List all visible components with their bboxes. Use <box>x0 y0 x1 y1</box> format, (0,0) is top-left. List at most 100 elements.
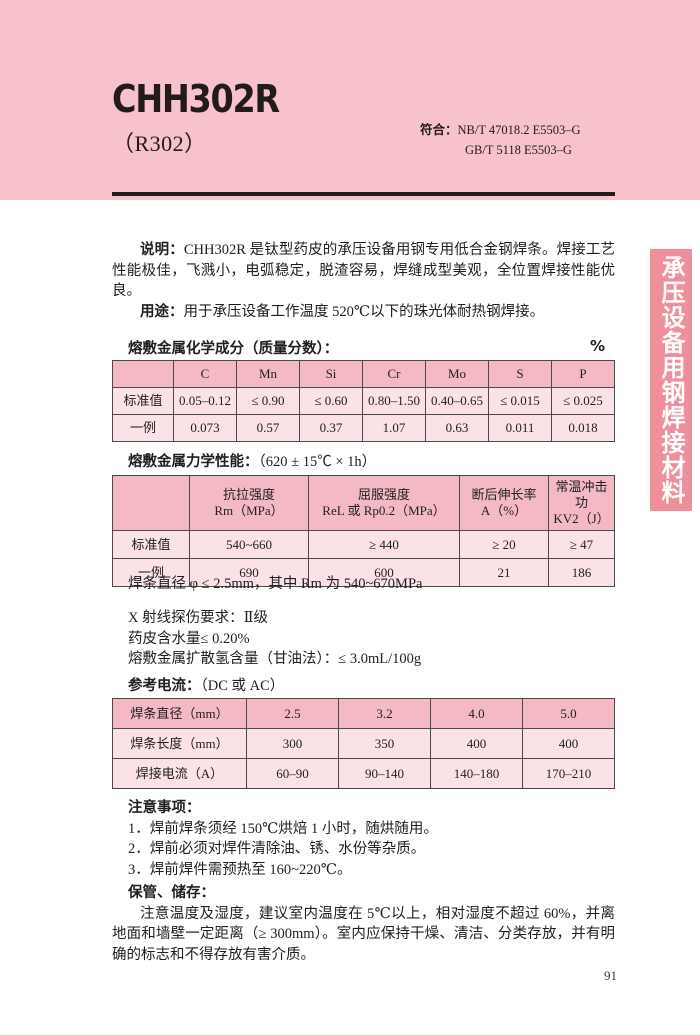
note-item-1: 1．焊前焊条须经 150℃烘焙 1 小时，随烘随用。 <box>128 820 438 837</box>
mech-section-title: 熔敷金属力学性能：（620 ± 15℃ × 1h） <box>128 450 376 471</box>
chemical-composition-table: C Mn Si Cr Mo S P 标准值 0.05–0.12 ≤ 0.90 ≤… <box>112 360 615 442</box>
chem-section-title: 熔敷金属化学成分（质量分数）： <box>128 341 339 357</box>
use-text: 用于承压设备工作温度 520℃以下的珠光体耐热钢焊接。 <box>183 303 545 320</box>
chem-ex-p: 0.018 <box>551 414 615 442</box>
table-row: 焊条直径（mm） 2.5 3.2 4.0 5.0 <box>112 698 615 729</box>
chem-ex-cr: 1.07 <box>362 414 426 442</box>
side-tab-label: 承压设备用钢焊接材料 <box>657 255 685 505</box>
note-item-3: 3．焊前焊件需预热至 160~220℃。 <box>128 861 352 878</box>
mech-header-elongation-l2: A（%） <box>480 503 528 518</box>
table-row: 一例 0.073 0.57 0.37 1.07 0.63 0.011 0.018 <box>112 414 615 442</box>
chem-header-s: S <box>488 360 552 388</box>
table-header-row: 抗拉强度 Rm（MPa） 屈服强度 ReL 或 Rp0.2（MPa） 断后伸长率… <box>112 475 615 531</box>
chem-ex-c: 0.073 <box>173 414 237 442</box>
mech-header-impact-l1: 常温冲击功 <box>555 479 608 510</box>
header-divider <box>112 192 615 196</box>
mech-std-tensile: 540~660 <box>189 530 309 559</box>
chem-row-label-example: 一例 <box>112 414 174 442</box>
current-length-1: 300 <box>246 728 339 759</box>
current-label-diameter: 焊条直径（mm） <box>112 698 247 729</box>
current-diameter-3: 4.0 <box>430 698 523 729</box>
mech-header-corner <box>112 475 190 531</box>
table-row: 焊条长度（mm） 300 350 400 400 <box>112 728 615 759</box>
chem-header-c: C <box>173 360 237 388</box>
chem-ex-mn: 0.57 <box>236 414 300 442</box>
storage-block: 保管、储存： 注意温度及湿度，建议室内温度在 5℃以上，相对湿度不超过 60%，… <box>112 883 615 965</box>
note-item-2: 2．焊前必须对焊件清除油、锈、水份等杂质。 <box>128 841 426 857</box>
mech-std-yield: ≥ 440 <box>308 530 460 559</box>
mech-ex-impact: 186 <box>548 558 615 587</box>
mech-header-elongation: 断后伸长率 A（%） <box>459 475 549 531</box>
mech-ex-tensile: 690 <box>189 558 309 587</box>
description-label: 说明： <box>140 242 184 258</box>
reference-current-table: 焊条直径（mm） 2.5 3.2 4.0 5.0 焊条长度（mm） 300 35… <box>112 698 615 789</box>
mech-header-yield-l2: ReL 或 Rp0.2（MPa） <box>322 503 446 518</box>
table-row: 一例 690 600 21 186 <box>112 558 615 587</box>
mech-header-tensile-l2: Rm（MPa） <box>214 503 284 518</box>
standards-label: 符合： <box>420 122 458 137</box>
standard-line-1: NB/T 47018.2 E5503–G <box>457 123 581 137</box>
table-row: 标准值 0.05–0.12 ≤ 0.90 ≤ 0.60 0.80–1.50 0.… <box>112 387 615 415</box>
mech-row-label-example: 一例 <box>112 558 190 587</box>
description-text: CHH302R 是钛型药皮的承压设备用钢专用低合金钢焊条。焊接工艺性能极佳，飞溅… <box>112 242 615 299</box>
use-label: 用途： <box>140 303 184 320</box>
chem-row-label-standard: 标准值 <box>112 387 174 415</box>
chem-header-si: Si <box>299 360 363 388</box>
chem-header-corner <box>112 360 174 388</box>
current-title-condition: （DC 或 AC） <box>200 678 285 694</box>
mech-ex-yield: 600 <box>308 558 460 587</box>
chem-header-mo: Mo <box>425 360 489 388</box>
mech-footnote: 焊条直径 φ ≤ 2.5mm，其中 Rm 为 540~670MPa <box>128 576 423 592</box>
mech-title-condition: （620 ± 15℃ × 1h） <box>258 454 377 470</box>
chem-std-c: 0.05–0.12 <box>173 387 237 415</box>
current-length-4: 400 <box>522 728 615 759</box>
product-alias: （R302） <box>112 131 207 156</box>
chem-ex-s: 0.011 <box>488 414 552 442</box>
storage-text: 注意温度及湿度，建议室内温度在 5℃以上，相对湿度不超过 60%，并离地面和墙壁… <box>112 905 615 963</box>
current-label-amperage: 焊接电流（A） <box>112 758 247 789</box>
chem-std-p: ≤ 0.025 <box>551 387 615 415</box>
mech-std-impact: ≥ 47 <box>548 530 615 559</box>
xray-requirement: X 射线探伤要求：Ⅱ级 <box>128 610 268 626</box>
chem-ex-si: 0.37 <box>299 414 363 442</box>
use-paragraph: 用途：用于承压设备工作温度 520℃以下的珠光体耐热钢焊接。 <box>112 302 615 323</box>
chem-unit-label: % <box>590 337 606 355</box>
chem-header-p: P <box>551 360 615 388</box>
current-title-text: 参考电流： <box>128 678 201 694</box>
intro-block: 说明：CHH302R 是钛型药皮的承压设备用钢专用低合金钢焊条。焊接工艺性能极佳… <box>112 240 615 322</box>
mech-header-elongation-l1: 断后伸长率 <box>471 487 537 502</box>
current-amp-3: 140–180 <box>430 758 523 789</box>
current-amp-4: 170–210 <box>522 758 615 789</box>
header-band: CHH302R （R302） 符合：NB/T 47018.2 E5503–G G… <box>0 0 700 200</box>
chem-std-mo: 0.40–0.65 <box>425 387 489 415</box>
diffusible-hydrogen: 熔敷金属扩散氢含量（甘油法）：≤ 3.0mL/100g <box>128 651 422 667</box>
mech-row-label-standard: 标准值 <box>112 530 190 559</box>
current-amp-2: 90–140 <box>338 758 431 789</box>
chem-std-s: ≤ 0.015 <box>488 387 552 415</box>
moisture-content: 药皮含水量≤ 0.20% <box>128 630 250 647</box>
description-paragraph: 说明：CHH302R 是钛型药皮的承压设备用钢专用低合金钢焊条。焊接工艺性能极佳… <box>112 240 615 302</box>
chem-std-si: ≤ 0.60 <box>299 387 363 415</box>
chem-header-cr: Cr <box>362 360 426 388</box>
standard-line-2: GB/T 5118 E5503–G <box>465 143 572 157</box>
section-side-tab: 承压设备用钢焊接材料 <box>650 249 692 511</box>
chem-ex-mo: 0.63 <box>425 414 489 442</box>
standards-block: 符合：NB/T 47018.2 E5503–G GB/T 5118 E5503–… <box>420 120 581 160</box>
storage-title: 保管、储存： <box>128 885 215 901</box>
current-label-length: 焊条长度（mm） <box>112 728 247 759</box>
current-length-2: 350 <box>338 728 431 759</box>
current-amp-1: 60–90 <box>246 758 339 789</box>
table-row: 标准值 540~660 ≥ 440 ≥ 20 ≥ 47 <box>112 530 615 559</box>
notes-title: 注意事项： <box>128 800 201 816</box>
page-number: 91 <box>604 968 617 983</box>
mechanical-properties-table: 抗拉强度 Rm（MPa） 屈服强度 ReL 或 Rp0.2（MPa） 断后伸长率… <box>112 475 615 587</box>
chem-std-cr: 0.80–1.50 <box>362 387 426 415</box>
mech-header-tensile: 抗拉强度 Rm（MPa） <box>189 475 309 531</box>
current-diameter-4: 5.0 <box>522 698 615 729</box>
current-length-3: 400 <box>430 728 523 759</box>
mech-header-impact: 常温冲击功 KV2（J） <box>548 475 615 531</box>
mech-header-yield-l1: 屈服强度 <box>357 487 410 502</box>
table-row: 焊接电流（A） 60–90 90–140 140–180 170–210 <box>112 758 615 789</box>
page-title: CHH302R <box>112 77 280 121</box>
mech-std-elongation: ≥ 20 <box>459 530 549 559</box>
